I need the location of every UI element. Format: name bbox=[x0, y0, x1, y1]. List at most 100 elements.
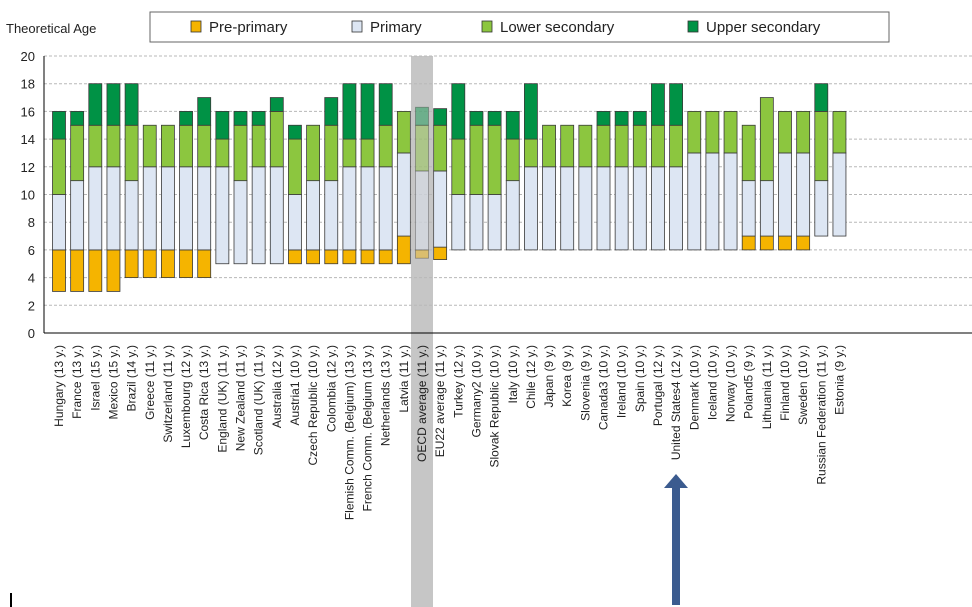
bar-upper-secondary bbox=[360, 83, 375, 140]
x-tick-label: Russian Federation (11 y.) bbox=[814, 345, 828, 485]
bar-primary bbox=[451, 194, 466, 251]
x-tick-label: Flemish Comm. (Belgium) (13 y.) bbox=[342, 345, 356, 520]
y-tick-label: 12 bbox=[21, 160, 35, 175]
y-tick-label: 16 bbox=[21, 104, 35, 119]
x-tick-label: Estonia (9 y.) bbox=[832, 345, 846, 415]
bar-primary bbox=[88, 166, 103, 251]
x-tick-label: Greece (11 y.) bbox=[143, 345, 157, 420]
bar-primary bbox=[233, 180, 248, 265]
bar-primary bbox=[415, 170, 429, 251]
bar-pre-primary bbox=[342, 249, 357, 265]
bar-upper-secondary bbox=[251, 111, 266, 126]
bar-pre-primary bbox=[360, 249, 375, 265]
x-tick-label: Turkey (12 y.) bbox=[451, 345, 465, 418]
x-tick-label: Hungary (13 y.) bbox=[52, 345, 66, 427]
bar-lower-secondary bbox=[469, 124, 484, 195]
x-tick-label: Ireland (10 y.) bbox=[615, 345, 629, 418]
highlight-layer bbox=[411, 56, 433, 607]
bar-lower-secondary bbox=[796, 111, 811, 154]
bar-pre-primary bbox=[124, 249, 139, 278]
bar-upper-secondary bbox=[106, 83, 121, 126]
bar-lower-secondary bbox=[505, 138, 520, 182]
bar-primary bbox=[669, 166, 683, 251]
x-tick-label: EU22 average (11 y.) bbox=[433, 345, 447, 457]
bar-upper-secondary bbox=[324, 97, 339, 126]
corner-mark bbox=[10, 593, 12, 607]
x-tick-label: Finland (10 y.) bbox=[778, 345, 792, 421]
y-axis-title: Theoretical Age bbox=[6, 21, 96, 36]
bar-primary bbox=[251, 166, 266, 265]
y-tick-label: 20 bbox=[21, 49, 35, 64]
bar-upper-secondary bbox=[469, 111, 484, 126]
bar-lower-secondary bbox=[160, 124, 175, 168]
bar-lower-secondary bbox=[124, 124, 139, 182]
y-tick-label: 2 bbox=[28, 298, 35, 313]
bar-pre-primary bbox=[179, 249, 193, 278]
bar-primary bbox=[52, 194, 66, 251]
bar-lower-secondary bbox=[378, 124, 393, 168]
x-tick-label: Portugal (12 y.) bbox=[651, 345, 665, 426]
bar-pre-primary bbox=[88, 249, 103, 292]
bar-lower-secondary bbox=[324, 124, 339, 182]
bar-lower-secondary bbox=[814, 111, 829, 182]
x-tick-label: Israel (15 y.) bbox=[88, 345, 102, 411]
bar-primary bbox=[759, 180, 774, 237]
bar-primary bbox=[505, 180, 520, 251]
y-tick-label: 4 bbox=[28, 271, 35, 286]
bar-upper-secondary bbox=[70, 111, 85, 126]
x-tick-label: Canada3 (10 y.) bbox=[597, 345, 611, 430]
bar-upper-secondary bbox=[179, 111, 193, 126]
bar-upper-secondary bbox=[124, 83, 139, 126]
bar-lower-secondary bbox=[778, 111, 792, 154]
x-tick-label: Chile (12 y.) bbox=[524, 345, 538, 409]
bar-primary bbox=[469, 194, 484, 251]
bar-lower-secondary bbox=[687, 111, 702, 154]
x-tick-label: Slovak Republic (10 y.) bbox=[488, 345, 502, 468]
arrow-shaft bbox=[672, 488, 680, 605]
bar-lower-secondary bbox=[524, 138, 538, 168]
bar-lower-secondary bbox=[487, 124, 502, 195]
bar-lower-secondary bbox=[342, 138, 357, 168]
bar-primary bbox=[124, 180, 139, 251]
bar-lower-secondary bbox=[741, 124, 756, 182]
bar-primary bbox=[106, 166, 121, 251]
bar-primary bbox=[778, 152, 792, 237]
bar-lower-secondary bbox=[288, 138, 302, 195]
bar-lower-secondary bbox=[88, 124, 103, 168]
x-tick-label: Slovenia (9 y.) bbox=[578, 345, 592, 421]
bar-upper-secondary bbox=[415, 106, 429, 126]
x-tick-label: Colombia (12 y.) bbox=[324, 345, 338, 432]
axis-layer bbox=[43, 56, 972, 334]
x-tick-label: Japan (9 y.) bbox=[542, 345, 556, 407]
bar-pre-primary bbox=[52, 249, 66, 292]
bar-primary bbox=[687, 152, 702, 251]
x-tick-label: French Comm. (Belgium (13 y.) bbox=[361, 345, 375, 511]
legend-swatch-pre-primary bbox=[190, 20, 202, 33]
y-tick-label: 8 bbox=[28, 215, 35, 230]
x-tick-label: Mexico (15 y.) bbox=[106, 345, 120, 419]
bar-lower-secondary bbox=[70, 124, 85, 182]
x-tick-label: Poland5 (9 y.) bbox=[742, 345, 756, 419]
bar-lower-secondary bbox=[52, 138, 66, 195]
x-tick-label: Switzerland (11 y.) bbox=[161, 345, 175, 443]
y-tick-labels: 0 2 4 6 8 10 12 14 16 18 20 bbox=[21, 49, 35, 341]
bar-primary bbox=[705, 152, 720, 251]
bar-lower-secondary bbox=[832, 111, 847, 154]
y-tick-label: 18 bbox=[21, 77, 35, 92]
bar-primary bbox=[142, 166, 157, 251]
bar-primary bbox=[433, 170, 448, 248]
bar-pre-primary bbox=[70, 249, 85, 292]
bar-lower-secondary bbox=[306, 124, 321, 182]
bar-primary bbox=[578, 166, 593, 251]
bar-upper-secondary bbox=[669, 83, 683, 126]
bars-layer bbox=[52, 83, 847, 292]
bar-primary bbox=[360, 166, 375, 251]
bar-primary bbox=[596, 166, 611, 251]
x-tick-label: Latvia (11 y.) bbox=[397, 345, 411, 413]
x-tick-label: England (UK) (11 y.) bbox=[215, 345, 229, 453]
bar-upper-secondary bbox=[487, 111, 502, 126]
bar-lower-secondary bbox=[360, 138, 375, 168]
oecd-average-highlight bbox=[411, 56, 433, 607]
bar-lower-secondary bbox=[651, 124, 665, 168]
bar-primary bbox=[542, 166, 556, 251]
